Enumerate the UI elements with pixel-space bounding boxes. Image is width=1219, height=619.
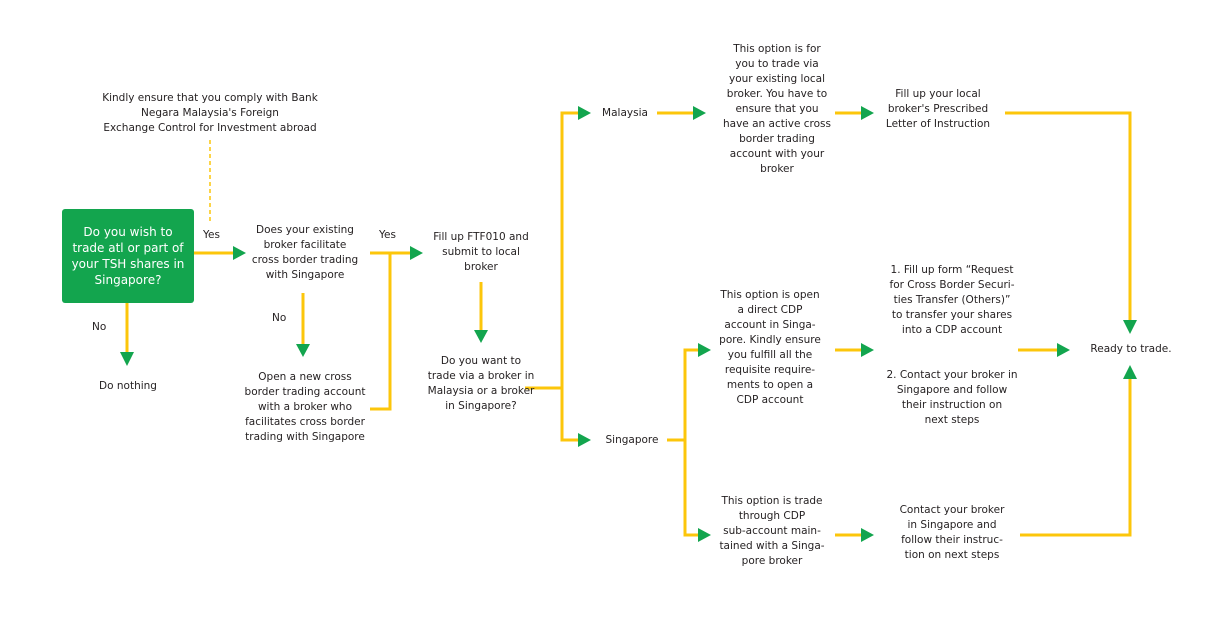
edge-branch xyxy=(560,111,579,442)
arrowhead xyxy=(698,528,711,542)
start-question-box: Do you wish to trade atl or part of your… xyxy=(62,209,194,303)
arrowhead xyxy=(410,246,423,260)
arrowhead xyxy=(1123,320,1137,334)
edge-sg-branch xyxy=(683,348,699,537)
arrowhead xyxy=(693,106,706,120)
arrowhead xyxy=(861,343,874,357)
arrowhead xyxy=(474,330,488,343)
cdp-step-2: 2. Contact your broker in Singapore and … xyxy=(886,369,1018,426)
arrowhead xyxy=(578,106,591,120)
arrowhead xyxy=(861,528,874,542)
arrowhead xyxy=(233,246,246,260)
fill-ftf010: Fill up FTF010 and submit to local broke… xyxy=(433,231,529,273)
edge-label-no: No xyxy=(92,321,107,333)
do-nothing: Do nothing xyxy=(99,380,157,392)
contact-broker: Contact your broker in Singapore and fol… xyxy=(899,504,1005,561)
edge-loi-ready xyxy=(1005,111,1132,321)
malaysia-branch: Malaysia xyxy=(602,107,648,119)
edge-label-yes: Yes xyxy=(203,229,220,241)
existing-broker-question: Does your existing broker facilitate cro… xyxy=(251,224,359,281)
open-new-account: Open a new cross border trading account … xyxy=(244,371,366,443)
forex-note: Kindly ensure that you comply with Bank … xyxy=(102,92,318,134)
edge-open-new xyxy=(370,253,392,411)
direct-cdp-option: This option is open a direct CDP account… xyxy=(719,289,821,406)
choose-broker-question: Do you want to trade via a broker in Mal… xyxy=(427,355,535,412)
ready-to-trade: Ready to trade. xyxy=(1090,343,1172,355)
malaysia-option: This option is for you to trade via your… xyxy=(722,43,832,175)
edge-label-no: No xyxy=(272,312,287,324)
arrowhead xyxy=(861,106,874,120)
arrowhead xyxy=(698,343,711,357)
singapore-branch: Singapore xyxy=(605,434,659,446)
edge-label-yes: Yes xyxy=(379,229,396,241)
arrowhead xyxy=(296,344,310,357)
cdp-step-1: 1. Fill up form “Request for Cross Borde… xyxy=(889,264,1015,336)
edge-contact-ready xyxy=(1020,378,1132,537)
arrowhead xyxy=(578,433,591,447)
arrowhead xyxy=(1123,365,1137,379)
arrowhead xyxy=(120,352,134,366)
fill-letter-of-instruction: Fill up your local broker's Prescribed L… xyxy=(885,88,991,130)
sub-account-option: This option is trade through CDP sub-acc… xyxy=(719,495,825,567)
arrowhead xyxy=(1057,343,1070,357)
